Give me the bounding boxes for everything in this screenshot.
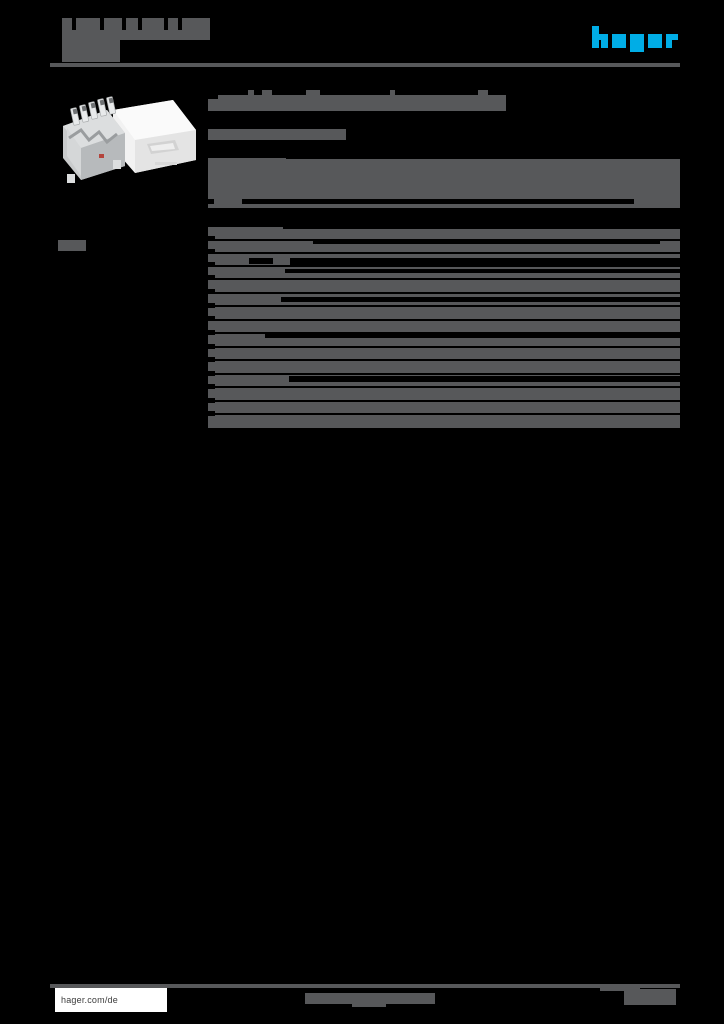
footer-center-subtext-redacted bbox=[352, 1002, 386, 1007]
product-photo bbox=[55, 88, 200, 188]
footer-center-text-redacted bbox=[305, 993, 435, 1004]
footer-page-number-redacted bbox=[624, 989, 676, 1005]
page-header bbox=[0, 0, 724, 72]
footer-site-link[interactable]: hager.com/de bbox=[55, 988, 167, 1012]
footer-divider bbox=[50, 984, 680, 988]
document-subtitle-redacted bbox=[62, 46, 118, 60]
hager-logo bbox=[592, 26, 678, 52]
section-side-label bbox=[58, 240, 86, 251]
header-divider bbox=[50, 63, 680, 67]
footer-right-upper-redacted bbox=[600, 986, 640, 991]
